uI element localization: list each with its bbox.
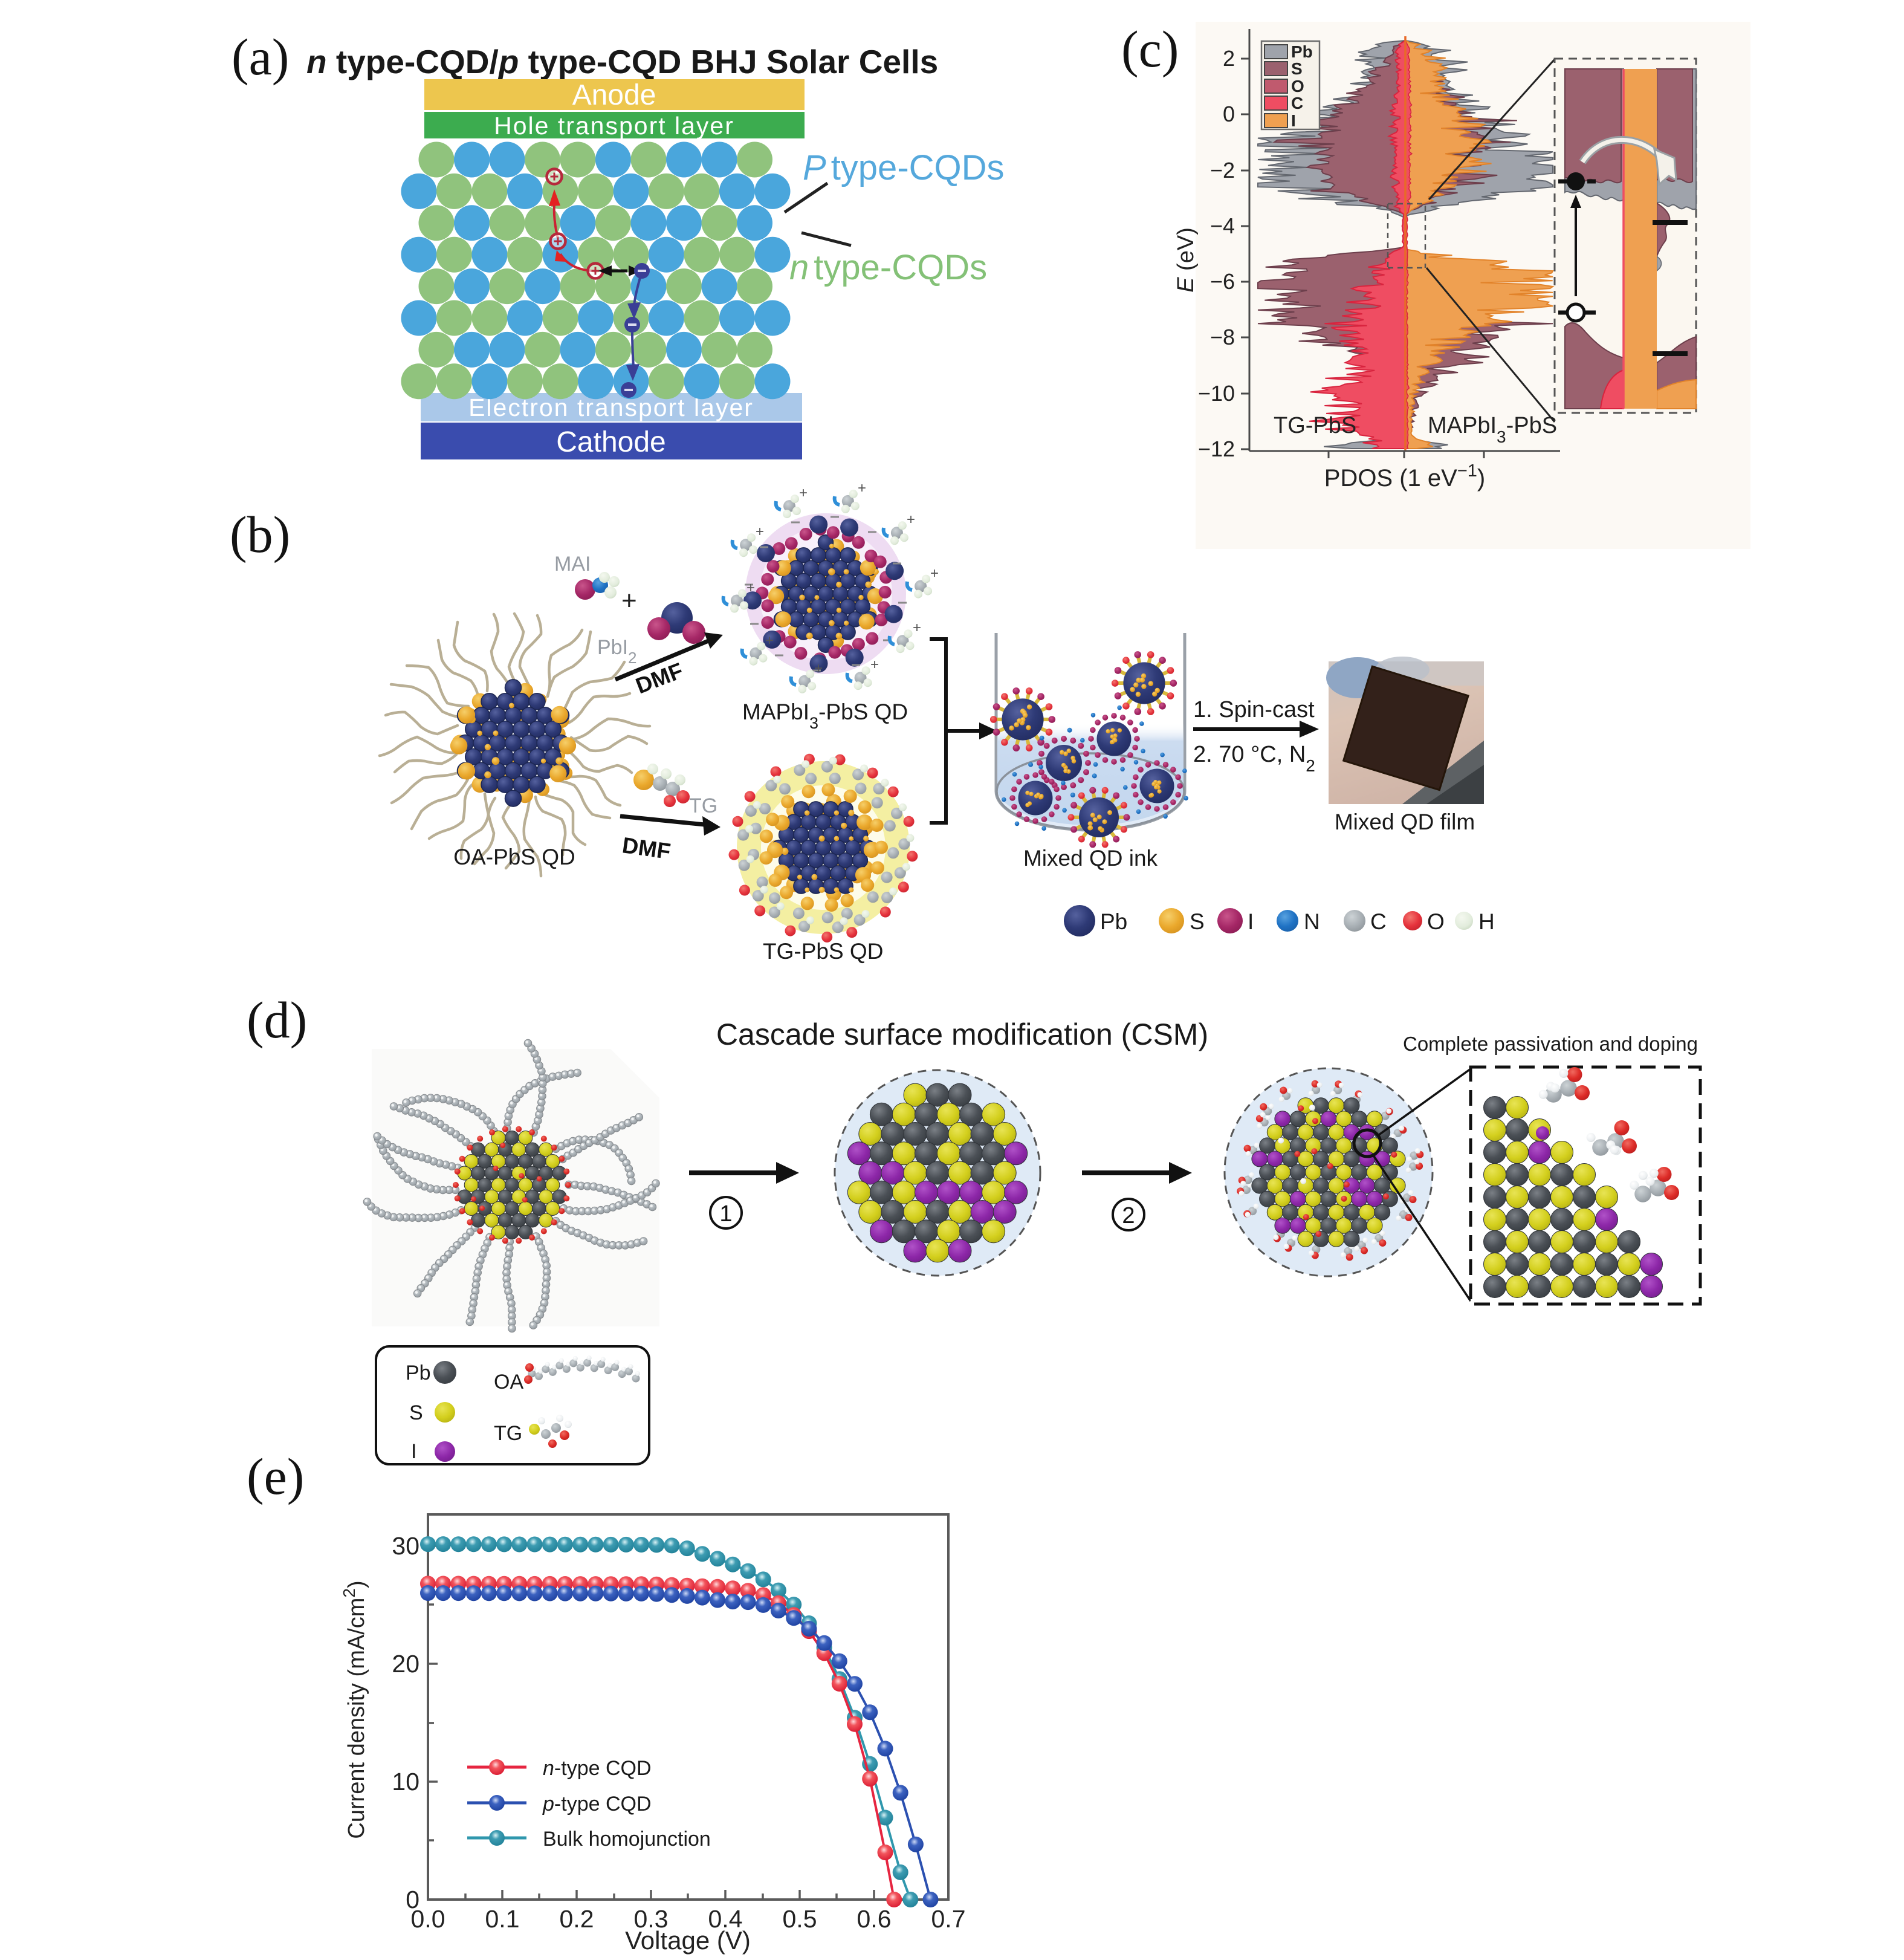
svg-text:DMF: DMF: [621, 832, 672, 864]
svg-text:E (eV): E (eV): [1173, 227, 1199, 293]
svg-text:−2: −2: [1210, 158, 1235, 183]
svg-text:p-type CQD: p-type CQD: [542, 1793, 652, 1816]
svg-text:+: +: [621, 586, 637, 615]
svg-text:S: S: [1190, 909, 1205, 934]
svg-text:+: +: [756, 524, 764, 540]
svg-text:0.2: 0.2: [560, 1905, 594, 1933]
svg-text:0.7: 0.7: [931, 1905, 966, 1933]
svg-text:+: +: [814, 660, 823, 677]
svg-text:I: I: [1291, 111, 1296, 130]
svg-text:0.6: 0.6: [857, 1905, 892, 1933]
svg-text:0.1: 0.1: [485, 1905, 520, 1933]
svg-text:TG: TG: [689, 794, 717, 817]
svg-text:+: +: [930, 565, 939, 582]
svg-text:0: 0: [406, 1886, 419, 1913]
svg-text:Electron transport layer: Electron transport layer: [468, 394, 754, 421]
svg-text:S: S: [1291, 59, 1303, 78]
svg-text:2. 70 °C, N2: 2. 70 °C, N2: [1193, 742, 1315, 775]
svg-text:−10: −10: [1198, 381, 1235, 406]
svg-text:MAPbI3-PbS QD: MAPbI3-PbS QD: [742, 699, 908, 732]
svg-text:DMF: DMF: [632, 658, 687, 698]
svg-text:Cathode: Cathode: [556, 426, 665, 458]
svg-text:Pb: Pb: [406, 1361, 431, 1384]
svg-text:−12: −12: [1198, 436, 1235, 461]
svg-text:Hole transport layer: Hole transport layer: [494, 112, 734, 140]
svg-text:+: +: [870, 657, 879, 673]
svg-text:Cascade surface modification (: Cascade surface modification (CSM): [716, 1017, 1208, 1051]
svg-text:+: +: [858, 480, 866, 496]
svg-text:(b): (b): [230, 505, 290, 563]
svg-text:+: +: [746, 580, 755, 596]
svg-text:(d): (d): [247, 991, 307, 1049]
svg-text:Mixed QD film: Mixed QD film: [1335, 810, 1475, 834]
svg-text:(e): (e): [247, 1447, 304, 1505]
svg-text:I: I: [1248, 909, 1254, 934]
svg-text:Voltage (V): Voltage (V): [625, 1926, 751, 1955]
svg-text:n-type CQD: n-type CQD: [543, 1757, 652, 1780]
svg-text:1: 1: [719, 1201, 732, 1227]
svg-text:(a): (a): [232, 28, 289, 86]
svg-text:+: +: [799, 485, 808, 501]
svg-text:O: O: [1291, 77, 1304, 96]
svg-text:Pb: Pb: [1291, 42, 1313, 61]
svg-text:N: N: [1304, 909, 1320, 934]
svg-text:+: +: [913, 620, 921, 636]
svg-text:2: 2: [1223, 46, 1235, 71]
svg-text:I: I: [411, 1440, 416, 1463]
svg-text:2: 2: [1122, 1203, 1135, 1228]
svg-text:0.4: 0.4: [708, 1905, 743, 1933]
svg-text:H: H: [1478, 909, 1495, 934]
svg-text:Pb: Pb: [1100, 909, 1127, 934]
svg-text:30: 30: [392, 1532, 419, 1560]
svg-text:PbI2: PbI2: [597, 636, 637, 667]
svg-text:n type-CQD/p type-CQD BHJ Sola: n type-CQD/p type-CQD BHJ Solar Cells: [306, 43, 938, 80]
svg-text:0.5: 0.5: [783, 1905, 817, 1933]
svg-text:O: O: [1427, 909, 1445, 934]
svg-text:Mixed QD ink: Mixed QD ink: [1023, 846, 1158, 871]
svg-text:+: +: [765, 632, 774, 649]
svg-text:10: 10: [392, 1768, 419, 1796]
svg-text:0: 0: [1223, 102, 1235, 126]
svg-text:20: 20: [392, 1650, 419, 1678]
svg-text:−4: −4: [1210, 213, 1235, 238]
svg-text:MAI: MAI: [554, 553, 591, 576]
svg-text:0.3: 0.3: [634, 1905, 669, 1933]
svg-text:Anode: Anode: [572, 79, 656, 111]
svg-text:C: C: [1291, 94, 1303, 112]
svg-text:C: C: [1370, 909, 1387, 934]
svg-text:TG-PbS QD: TG-PbS QD: [763, 939, 883, 964]
svg-text:TG: TG: [494, 1422, 522, 1445]
svg-text:Current density (mA/cm2): Current density (mA/cm2): [340, 1580, 370, 1838]
svg-text:0.0: 0.0: [411, 1905, 445, 1933]
svg-text:OA: OA: [494, 1371, 523, 1394]
svg-text:Bulk homojunction: Bulk homojunction: [543, 1828, 711, 1851]
svg-text:−6: −6: [1210, 269, 1235, 294]
svg-text:OA-PbS QD: OA-PbS QD: [453, 845, 575, 869]
svg-text:+: +: [907, 511, 915, 528]
svg-text:(c): (c): [1121, 20, 1179, 78]
svg-text:1. Spin-cast: 1. Spin-cast: [1193, 697, 1315, 722]
svg-text:−8: −8: [1210, 325, 1235, 349]
svg-text:TG-PbS: TG-PbS: [1274, 413, 1356, 438]
svg-text:Complete passivation and dopin: Complete passivation and doping: [1403, 1033, 1698, 1055]
svg-text:S: S: [409, 1401, 423, 1424]
